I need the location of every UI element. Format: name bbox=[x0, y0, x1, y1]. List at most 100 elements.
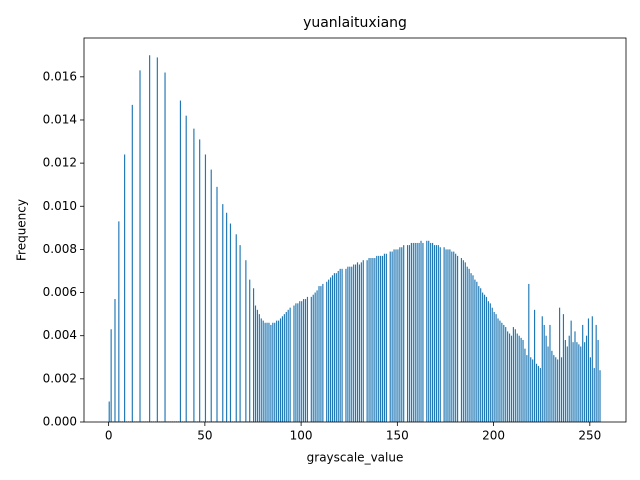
bar bbox=[462, 260, 464, 422]
bar bbox=[110, 329, 112, 422]
bar bbox=[428, 240, 430, 422]
bar bbox=[549, 324, 551, 422]
bar bbox=[283, 314, 285, 422]
bar bbox=[443, 247, 445, 422]
bar bbox=[295, 303, 297, 422]
bar bbox=[543, 324, 545, 422]
bar bbox=[553, 355, 555, 422]
bar bbox=[355, 264, 357, 422]
bar bbox=[374, 258, 376, 422]
bar bbox=[574, 331, 576, 422]
bar bbox=[539, 368, 541, 422]
bar bbox=[185, 115, 187, 423]
bar bbox=[304, 299, 307, 422]
bar bbox=[258, 314, 260, 422]
bar bbox=[599, 370, 601, 422]
bar bbox=[572, 342, 574, 422]
bar bbox=[512, 327, 514, 422]
bar bbox=[114, 299, 116, 422]
bar bbox=[320, 286, 322, 422]
bar bbox=[339, 268, 341, 422]
bar bbox=[476, 281, 478, 422]
bar bbox=[372, 258, 374, 422]
bar bbox=[362, 260, 364, 422]
bar bbox=[516, 333, 518, 422]
bar bbox=[316, 290, 318, 422]
bar bbox=[587, 318, 590, 422]
bar bbox=[376, 255, 378, 422]
bar bbox=[526, 355, 528, 422]
bar bbox=[301, 301, 303, 422]
bar bbox=[235, 234, 237, 422]
bar bbox=[457, 255, 459, 422]
bar bbox=[547, 346, 549, 422]
y-tick-label: 0.016 bbox=[43, 69, 77, 83]
bar bbox=[360, 262, 362, 422]
bar bbox=[366, 260, 368, 422]
y-tick-label: 0.000 bbox=[43, 415, 77, 429]
bar bbox=[254, 305, 257, 422]
bar bbox=[584, 342, 586, 422]
bar bbox=[412, 242, 414, 422]
bar bbox=[266, 322, 268, 422]
bar bbox=[285, 311, 287, 422]
bar bbox=[276, 320, 278, 422]
bar bbox=[385, 253, 387, 422]
bar bbox=[314, 292, 316, 422]
bar bbox=[422, 242, 424, 422]
bar bbox=[403, 245, 405, 422]
bar bbox=[262, 320, 264, 422]
bar bbox=[306, 296, 309, 422]
bar bbox=[279, 318, 282, 422]
bar bbox=[485, 296, 488, 422]
bar bbox=[297, 303, 299, 422]
bar bbox=[303, 299, 305, 422]
bar bbox=[435, 245, 437, 422]
bar bbox=[535, 363, 538, 422]
bar bbox=[383, 253, 386, 422]
bar bbox=[368, 258, 370, 422]
x-tick-label: 50 bbox=[197, 429, 212, 443]
bar bbox=[557, 359, 559, 422]
bar bbox=[430, 242, 432, 422]
x-tick-label: 200 bbox=[482, 429, 505, 443]
bar bbox=[281, 316, 284, 422]
bar bbox=[489, 303, 491, 422]
bar bbox=[564, 340, 566, 422]
bar bbox=[260, 318, 262, 422]
bar bbox=[131, 104, 133, 422]
bar bbox=[474, 279, 476, 422]
bar bbox=[585, 335, 588, 422]
bar bbox=[326, 281, 328, 422]
bar bbox=[445, 249, 447, 422]
bar bbox=[164, 72, 166, 423]
bar bbox=[478, 286, 480, 422]
bar bbox=[460, 258, 463, 422]
x-axis-label: grayscale_value bbox=[307, 451, 404, 465]
bar bbox=[347, 266, 349, 422]
bar bbox=[139, 70, 141, 422]
bar bbox=[272, 322, 274, 422]
bar bbox=[437, 245, 439, 422]
bar bbox=[249, 279, 251, 422]
bar bbox=[397, 249, 399, 422]
bar bbox=[466, 266, 468, 422]
x-tick-label: 0 bbox=[105, 429, 113, 443]
bar bbox=[264, 322, 266, 422]
bar bbox=[124, 154, 126, 422]
bar bbox=[449, 249, 451, 422]
bar bbox=[252, 288, 255, 422]
bar bbox=[380, 255, 382, 422]
bar bbox=[381, 255, 384, 422]
bar bbox=[226, 212, 228, 422]
bar bbox=[593, 368, 595, 422]
bar bbox=[270, 324, 272, 422]
bar bbox=[406, 245, 409, 422]
bar bbox=[431, 242, 434, 422]
bar bbox=[345, 268, 347, 422]
bar bbox=[566, 346, 568, 422]
bar bbox=[216, 186, 218, 422]
bar bbox=[537, 365, 540, 422]
bar bbox=[499, 320, 501, 422]
